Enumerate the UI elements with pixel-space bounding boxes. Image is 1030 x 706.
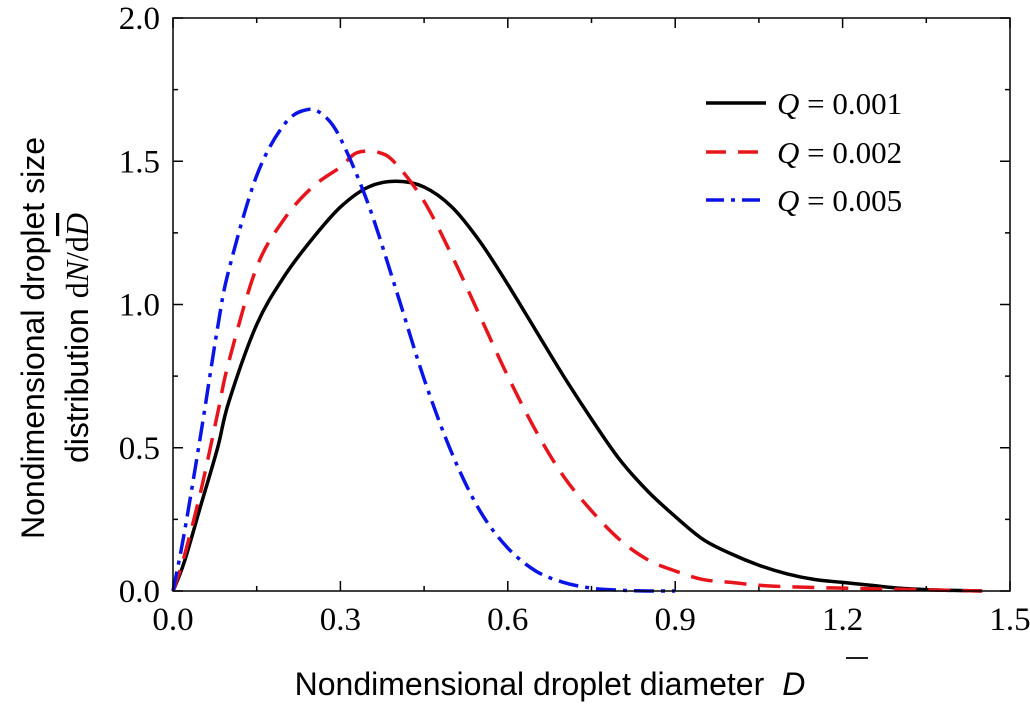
x-axis-symbol: D <box>782 666 805 702</box>
y-tick-label: 0.5 <box>119 431 160 467</box>
legend-entry-3: Q = 0.005 <box>706 183 902 218</box>
x-tick-label: 1.2 <box>822 602 863 638</box>
y-tick-label: 2.0 <box>119 1 160 37</box>
legend-label-q0005: Q = 0.005 <box>777 183 902 218</box>
x-axis-title: Nondimensional droplet diameter D <box>295 666 806 702</box>
y-axis-title-line2: distributiondN/dD <box>59 213 95 463</box>
series-line-3 <box>171 107 676 593</box>
legend: Q = 0.001 Q = 0.002 Q = 0.005 <box>706 86 902 218</box>
x-tick-label: 1.5 <box>989 602 1030 638</box>
legend-label-q0001: Q = 0.001 <box>777 86 902 121</box>
y-tick-label: 1.0 <box>119 288 160 324</box>
x-tick-label: 0.0 <box>152 602 193 638</box>
y-axis-title: Nondimensional droplet size distribution… <box>15 137 95 539</box>
x-tick-label: 0.6 <box>487 602 528 638</box>
legend-entry-1: Q = 0.001 <box>706 86 902 121</box>
legend-entry-2: Q = 0.002 <box>706 135 902 170</box>
y-tick-label: 0.0 <box>119 574 160 610</box>
y-axis-title-line1: Nondimensional droplet size <box>15 137 51 539</box>
ticks-layer: 0.0 0.3 0.6 0.9 1.2 1.5 0.0 0.5 1.0 1.5 2.0 <box>119 1 1030 638</box>
series-line-2 <box>171 149 983 593</box>
series-line-1 <box>171 179 983 593</box>
y-tick-label: 1.5 <box>119 144 160 180</box>
x-tick-label: 0.9 <box>655 602 696 638</box>
x-tick-label: 0.3 <box>320 602 361 638</box>
plot-frame <box>172 17 1011 592</box>
series-layer <box>171 107 983 593</box>
legend-label-q0002: Q = 0.002 <box>777 135 902 170</box>
